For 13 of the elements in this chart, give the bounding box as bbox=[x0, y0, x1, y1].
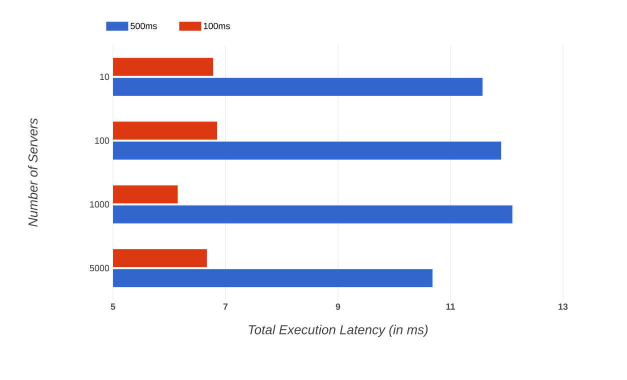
y-axis-title: Number of Servers bbox=[28, 118, 38, 227]
legend-label: 100ms bbox=[204, 22, 230, 30]
x-tick-label: 9 bbox=[336, 304, 340, 310]
x-tick-label: 5 bbox=[110, 304, 116, 310]
y-tick-label: 5000 bbox=[90, 264, 110, 272]
x-tick-label: 13 bbox=[558, 304, 568, 310]
x-axis-title: Total Execution Latency (in ms) bbox=[248, 324, 428, 337]
x-tick-label: 11 bbox=[446, 304, 455, 310]
y-tick-label: 100 bbox=[95, 137, 110, 144]
y-tick-label: 1000 bbox=[90, 201, 110, 208]
x-tick-label: 7 bbox=[223, 304, 228, 310]
legend-label: 500ms bbox=[130, 22, 157, 30]
y-tick-label: 10 bbox=[100, 74, 110, 80]
